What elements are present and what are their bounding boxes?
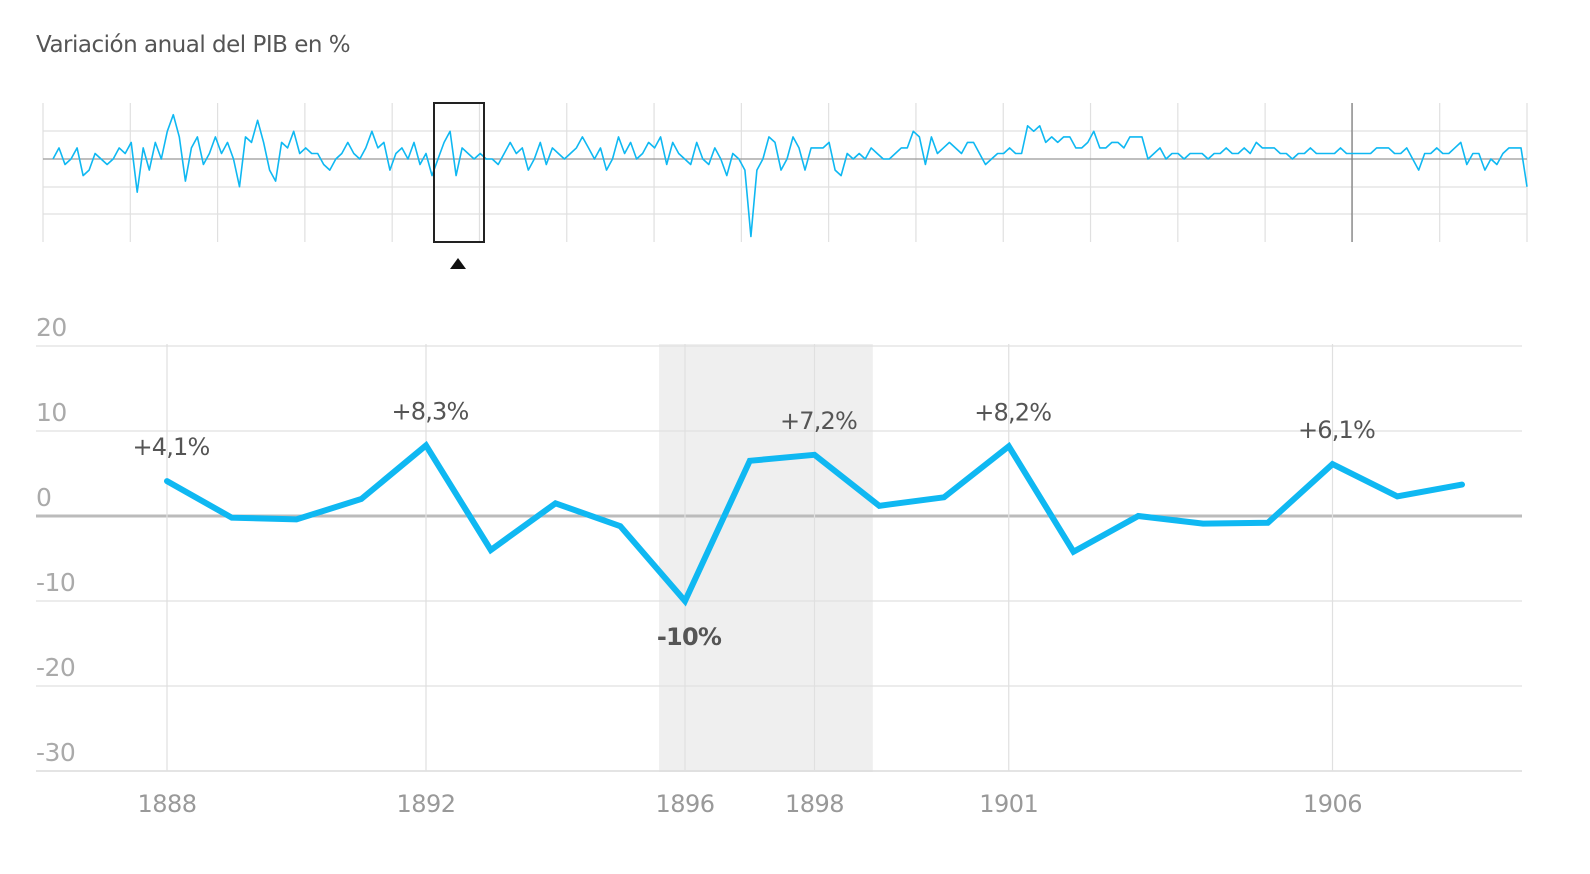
y-tick-label: -10 — [36, 568, 75, 597]
data-point[interactable] — [876, 503, 882, 509]
data-point[interactable] — [1330, 461, 1336, 467]
data-point[interactable] — [941, 494, 947, 500]
highlight-band — [659, 344, 873, 772]
overview-timeline[interactable] — [42, 102, 1528, 269]
data-point[interactable] — [1135, 513, 1141, 519]
data-point[interactable] — [617, 523, 623, 529]
x-tick-label: 1906 — [1303, 790, 1362, 818]
chart-title: Variación anual del PIB en % — [36, 32, 351, 58]
data-point[interactable] — [553, 500, 559, 506]
x-tick-label: 1888 — [137, 790, 196, 818]
annotation-label: +8,2% — [974, 398, 1051, 426]
series-line — [164, 440, 1465, 607]
data-point[interactable] — [164, 478, 170, 484]
data-point[interactable] — [423, 442, 429, 448]
data-point[interactable] — [1265, 520, 1271, 526]
x-tick-label: 1892 — [396, 790, 455, 818]
data-point[interactable] — [747, 458, 753, 464]
y-tick-label: 10 — [36, 398, 67, 427]
annotation-label: +7,2% — [780, 407, 857, 435]
y-tick-label: -20 — [36, 653, 75, 682]
annotation-label: +8,3% — [391, 397, 468, 425]
annotation-min-label: -10% — [657, 623, 722, 651]
data-point[interactable] — [1071, 549, 1077, 555]
x-tick-label: 1898 — [785, 790, 844, 818]
annotation-label: +4,1% — [132, 433, 209, 461]
x-tick-label: 1901 — [979, 790, 1038, 818]
data-point[interactable] — [682, 598, 688, 604]
y-tick-label: 0 — [36, 483, 51, 512]
annotation-label: +6,1% — [1298, 416, 1375, 444]
data-point[interactable] — [229, 515, 235, 521]
y-tick-label: -30 — [36, 738, 75, 767]
data-point[interactable] — [1006, 443, 1012, 449]
data-point[interactable] — [812, 452, 818, 458]
data-point[interactable] — [294, 516, 300, 522]
data-point[interactable] — [1200, 521, 1206, 527]
x-tick-label: 1896 — [655, 790, 714, 818]
data-point[interactable] — [488, 547, 494, 553]
data-point[interactable] — [1394, 493, 1400, 499]
overview-selection-window[interactable] — [433, 102, 485, 243]
data-point[interactable] — [358, 496, 364, 502]
overview-series-line — [52, 113, 1528, 238]
selection-pointer-icon[interactable] — [450, 258, 466, 269]
main-chart: 20 10 0 -10 -20 -30 1888 1892 1896 1898 1901 1906 +4… — [36, 313, 1522, 818]
data-point[interactable] — [1459, 482, 1465, 488]
y-tick-label: 20 — [36, 313, 67, 342]
